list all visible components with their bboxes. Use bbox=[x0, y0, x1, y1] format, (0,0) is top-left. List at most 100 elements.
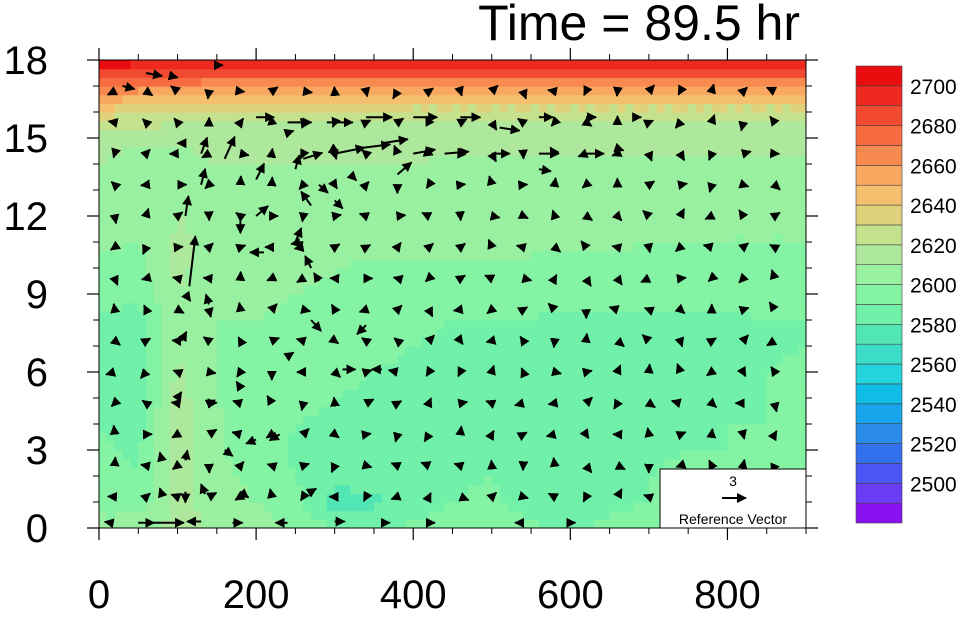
field-cell bbox=[523, 441, 532, 451]
field-cell bbox=[279, 276, 289, 286]
field-cell bbox=[578, 112, 587, 122]
field-cell bbox=[499, 519, 509, 528]
field-cell bbox=[153, 510, 163, 520]
field-cell bbox=[201, 406, 210, 416]
field-cell bbox=[421, 285, 430, 295]
field-cell bbox=[609, 441, 619, 451]
field-cell bbox=[122, 250, 132, 260]
field-cell bbox=[538, 311, 548, 321]
field-cell bbox=[381, 328, 391, 338]
field-cell bbox=[326, 129, 336, 139]
field-cell bbox=[648, 372, 658, 382]
field-cell bbox=[405, 467, 414, 477]
field-cell bbox=[169, 190, 179, 200]
field-cell bbox=[256, 519, 265, 528]
field-cell bbox=[153, 60, 163, 70]
field-cell bbox=[279, 398, 289, 408]
field-cell bbox=[617, 398, 626, 408]
field-cell bbox=[169, 354, 179, 364]
field-cell bbox=[483, 510, 493, 520]
field-cell bbox=[452, 519, 461, 528]
field-cell bbox=[381, 103, 391, 113]
field-cell bbox=[452, 372, 461, 382]
field-cell bbox=[350, 146, 359, 156]
field-cell bbox=[578, 476, 587, 486]
field-cell bbox=[633, 398, 642, 408]
field-cell bbox=[625, 224, 634, 234]
field-cell bbox=[295, 354, 304, 364]
field-cell bbox=[224, 155, 234, 165]
field-cell bbox=[515, 519, 524, 528]
field-cell bbox=[570, 86, 579, 96]
field-cell bbox=[727, 458, 736, 468]
field-cell bbox=[688, 207, 697, 217]
field-cell bbox=[593, 354, 603, 364]
field-cell bbox=[311, 476, 320, 486]
field-cell bbox=[531, 60, 540, 70]
field-cell bbox=[256, 311, 265, 321]
field-cell bbox=[428, 415, 438, 425]
field-cell bbox=[421, 467, 430, 477]
field-cell bbox=[397, 380, 406, 390]
field-cell bbox=[531, 424, 540, 434]
field-cell bbox=[641, 68, 650, 78]
field-cell bbox=[436, 502, 446, 512]
grid-vector bbox=[361, 430, 372, 440]
field-cell bbox=[153, 94, 163, 104]
field-cell bbox=[743, 164, 752, 174]
field-cell bbox=[130, 380, 139, 390]
field-cell bbox=[735, 190, 744, 200]
field-cell bbox=[483, 259, 493, 269]
field-cell bbox=[531, 129, 540, 139]
field-cell bbox=[366, 86, 375, 96]
field-cell bbox=[727, 190, 736, 200]
field-cell bbox=[578, 302, 587, 312]
field-cell bbox=[138, 233, 147, 243]
field-cell bbox=[201, 103, 210, 113]
field-cell bbox=[122, 302, 132, 312]
field-cell bbox=[295, 103, 304, 113]
field-cell bbox=[138, 77, 147, 87]
field-cell bbox=[193, 450, 202, 460]
field-cell bbox=[421, 129, 430, 139]
field-cell bbox=[232, 155, 241, 165]
field-cell bbox=[617, 233, 626, 243]
field-cell bbox=[641, 60, 650, 70]
field-cell bbox=[531, 354, 540, 364]
field-cell bbox=[201, 432, 210, 442]
field-cell bbox=[224, 294, 234, 304]
field-cell bbox=[373, 406, 383, 416]
field-cell bbox=[625, 250, 634, 260]
field-cell bbox=[790, 60, 799, 70]
field-cell bbox=[499, 198, 509, 208]
field-cell bbox=[711, 441, 721, 451]
field-cell bbox=[483, 198, 493, 208]
field-cell bbox=[444, 398, 454, 408]
field-cell bbox=[499, 120, 509, 130]
field-cell bbox=[531, 320, 540, 330]
field-cell bbox=[578, 493, 587, 503]
field-cell bbox=[633, 354, 642, 364]
field-cell bbox=[366, 129, 375, 139]
field-cell bbox=[240, 458, 249, 468]
field-cell bbox=[586, 103, 595, 113]
field-cell bbox=[546, 294, 556, 304]
field-cell bbox=[758, 233, 768, 243]
field-cell bbox=[743, 216, 752, 226]
field-cell bbox=[798, 458, 806, 468]
field-cell bbox=[578, 380, 587, 390]
field-cell bbox=[641, 441, 650, 451]
field-cell bbox=[774, 294, 784, 304]
field-cell bbox=[531, 467, 540, 477]
field-cell bbox=[703, 328, 713, 338]
field-cell bbox=[609, 450, 619, 460]
field-cell bbox=[782, 138, 791, 148]
field-cell bbox=[138, 198, 147, 208]
field-cell bbox=[711, 242, 721, 252]
field-cell bbox=[766, 94, 776, 104]
field-cell bbox=[774, 94, 784, 104]
field-cell bbox=[641, 164, 650, 174]
field-cell bbox=[413, 233, 422, 243]
field-cell bbox=[672, 224, 681, 234]
field-cell bbox=[146, 259, 155, 269]
